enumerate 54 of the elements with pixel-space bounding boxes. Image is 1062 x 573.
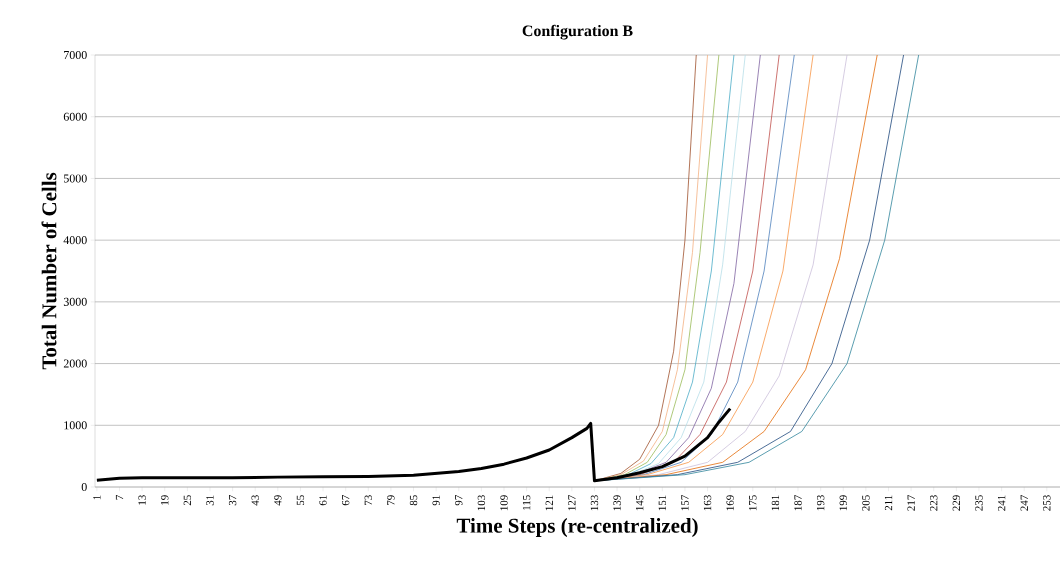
x-tick-label: 85 xyxy=(409,495,418,506)
x-tick-label: 217 xyxy=(907,495,915,511)
x-axis-title: Time Steps (re-centralized) xyxy=(456,518,698,538)
x-tick-label: 79 xyxy=(387,495,395,506)
x-tick-label: 61 xyxy=(319,495,327,506)
x-tick-label: 163 xyxy=(703,495,712,511)
x-tick-label: 7 xyxy=(115,495,124,500)
x-tick-label: 13 xyxy=(138,495,146,505)
x-tick-label: 235 xyxy=(975,495,983,511)
y-tick-label: 1000 xyxy=(64,421,87,430)
x-tick-label: 211 xyxy=(884,495,893,511)
y-axis-title: Total Number of Cells xyxy=(41,172,57,370)
y-tick-label: 6000 xyxy=(63,112,87,121)
x-tick-label: 55 xyxy=(296,495,305,506)
x-tick-label: 115 xyxy=(522,495,531,510)
x-tick-label: 193 xyxy=(816,495,825,511)
x-tick-label: 19 xyxy=(161,495,169,505)
x-tick-label: 109 xyxy=(500,495,508,511)
y-tick-label: 3000 xyxy=(63,297,87,306)
x-tick-label: 205 xyxy=(862,495,870,511)
x-tick-label: 31 xyxy=(206,495,214,506)
x-tick-label: 133 xyxy=(590,495,599,511)
x-tick-label: 151 xyxy=(658,495,666,511)
x-tick-label: 169 xyxy=(726,495,734,511)
x-tick-label: 139 xyxy=(613,495,621,511)
x-tick-label: 43 xyxy=(251,495,259,506)
x-tick-label: 175 xyxy=(749,495,757,511)
x-tick-label: 1 xyxy=(93,495,101,500)
x-tick-label: 181 xyxy=(771,495,780,511)
x-tick-label: 37 xyxy=(228,495,237,506)
x-tick-label: 49 xyxy=(274,495,282,506)
y-tick-label: 7000 xyxy=(64,50,87,60)
y-tick-label: 2000 xyxy=(63,359,87,368)
x-tick-label: 73 xyxy=(364,495,372,506)
x-tick-label: 103 xyxy=(477,495,486,511)
x-tick-label: 187 xyxy=(794,495,802,511)
x-tick-label: 247 xyxy=(1020,495,1028,511)
x-tick-label: 253 xyxy=(1043,495,1051,511)
x-tick-label: 157 xyxy=(681,495,689,511)
y-tick-label: 4000 xyxy=(63,236,87,245)
chart-title: Configuration B xyxy=(522,24,633,40)
y-tick-label: 0 xyxy=(81,482,87,492)
y-tick-label: 5000 xyxy=(64,174,87,183)
x-tick-label: 25 xyxy=(183,495,192,506)
x-tick-label: 97 xyxy=(455,495,463,506)
x-tick-label: 199 xyxy=(839,495,847,511)
x-tick-label: 145 xyxy=(636,495,644,511)
x-tick-label: 223 xyxy=(930,495,938,511)
x-tick-label: 241 xyxy=(997,495,1006,511)
x-tick-label: 229 xyxy=(952,495,961,511)
x-tick-label: 127 xyxy=(568,495,576,511)
x-tick-label: 91 xyxy=(432,495,440,506)
x-tick-label: 67 xyxy=(342,495,350,506)
x-tick-label: 121 xyxy=(545,495,553,511)
